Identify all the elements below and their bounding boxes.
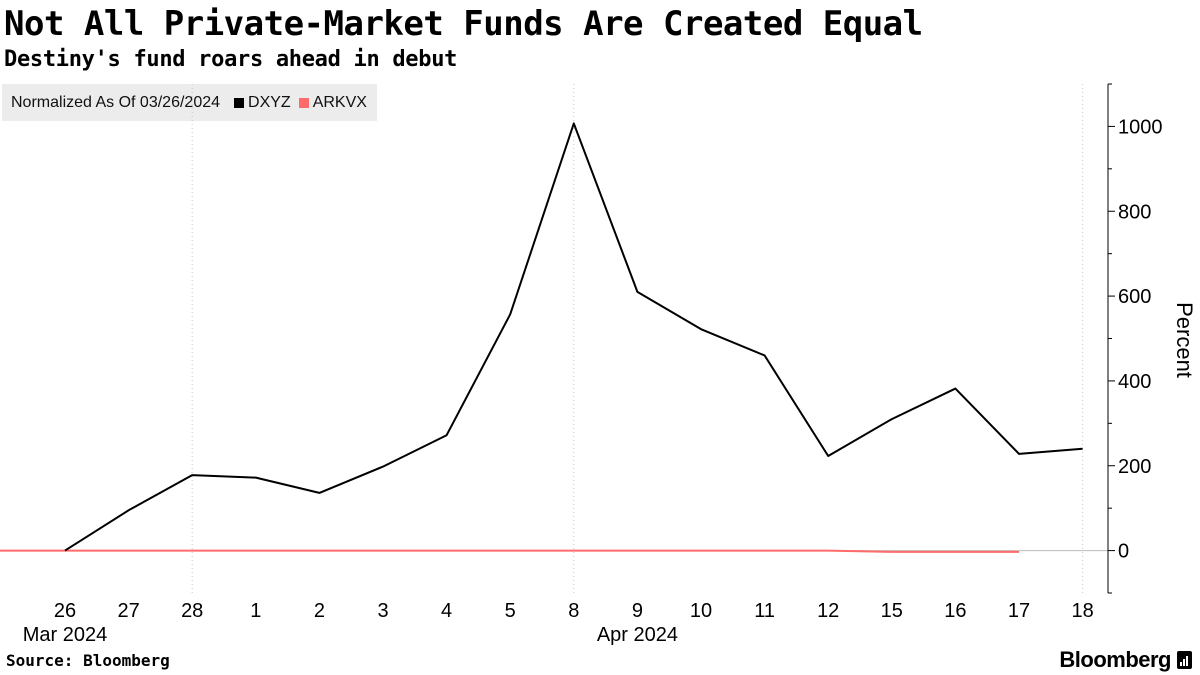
legend-label-dxyz: DXYZ bbox=[248, 93, 291, 111]
legend-swatch-arkvx bbox=[298, 97, 309, 108]
legend-label-arkvx: ARKVX bbox=[312, 93, 367, 111]
bloomberg-terminal-icon bbox=[1177, 651, 1192, 669]
x-tick-label: 3 bbox=[377, 600, 388, 622]
x-tick-label: 8 bbox=[568, 600, 579, 622]
x-tick-label: 27 bbox=[117, 600, 139, 622]
x-tick-label: 18 bbox=[1071, 600, 1093, 622]
x-tick-label: 2 bbox=[314, 600, 325, 622]
x-tick-label: 15 bbox=[881, 600, 903, 622]
x-tick-label: 11 bbox=[754, 600, 775, 622]
y-tick-label: 800 bbox=[1118, 201, 1151, 223]
chart-title: Not All Private-Market Funds Are Created… bbox=[4, 4, 923, 44]
x-tick-label: 1 bbox=[250, 600, 261, 622]
x-tick-label: 16 bbox=[944, 600, 966, 622]
x-tick-label: 17 bbox=[1008, 600, 1030, 622]
y-tick-label: 400 bbox=[1118, 371, 1151, 393]
brand-wordmark: Bloomberg bbox=[1059, 647, 1171, 672]
y-tick-label: 1000 bbox=[1118, 116, 1163, 138]
legend: Normalized As Of 03/26/2024 DXYZ ARKVX bbox=[2, 84, 377, 121]
x-tick-label: 26 bbox=[54, 600, 76, 622]
x-tick-label: 10 bbox=[690, 600, 712, 622]
x-tick-label: 12 bbox=[817, 600, 839, 622]
legend-item-dxyz: DXYZ bbox=[234, 94, 291, 112]
y-axis-label: Percent bbox=[1172, 302, 1197, 378]
y-tick-label: 200 bbox=[1118, 456, 1151, 478]
x-tick-label: 9 bbox=[632, 600, 643, 622]
legend-normalized-note: Normalized As Of 03/26/2024 bbox=[11, 93, 221, 111]
series-line-dxyz bbox=[64, 122, 1083, 552]
legend-item-arkvx: ARKVX bbox=[298, 93, 367, 112]
chart-subtitle: Destiny's fund roars ahead in debut bbox=[4, 47, 458, 72]
series-line-arkvx bbox=[0, 549, 1019, 553]
x-month-label: Mar 2024 bbox=[23, 624, 108, 646]
bloomberg-logo: Bloomberg bbox=[1059, 647, 1192, 673]
y-tick-label: 600 bbox=[1118, 286, 1151, 308]
y-tick-label: 0 bbox=[1118, 541, 1129, 563]
x-tick-label: 4 bbox=[441, 600, 452, 622]
legend-swatch-dxyz bbox=[234, 97, 245, 108]
x-tick-label: 28 bbox=[181, 600, 203, 622]
source-note: Source: Bloomberg bbox=[6, 651, 170, 670]
x-tick-label: 5 bbox=[505, 600, 516, 622]
x-month-label: Apr 2024 bbox=[597, 624, 678, 646]
